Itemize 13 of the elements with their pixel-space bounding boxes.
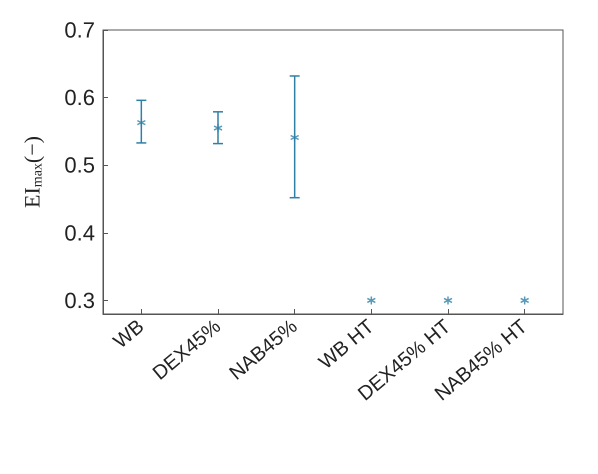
point <box>366 296 376 306</box>
y-tick-label: 0.7 <box>64 18 95 42</box>
x-tick-label: WB <box>110 316 148 354</box>
point <box>520 296 530 306</box>
y-tick-label: 0.6 <box>64 85 95 110</box>
point <box>213 123 223 133</box>
y-tick-label: 0.5 <box>64 152 95 178</box>
y-axis-title: EImax(−) <box>20 136 46 208</box>
point <box>443 296 453 306</box>
point <box>290 132 300 142</box>
y-tick-label: 0.3 <box>64 288 95 313</box>
y-tick-label: 0.4 <box>64 220 95 246</box>
point <box>136 118 146 128</box>
